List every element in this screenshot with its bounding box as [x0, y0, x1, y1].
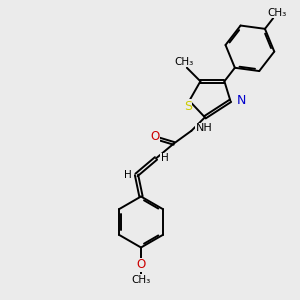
- Text: CH₃: CH₃: [268, 8, 287, 18]
- Text: NH: NH: [196, 123, 213, 134]
- Text: N: N: [237, 94, 246, 107]
- Text: S: S: [184, 100, 192, 113]
- Text: H: H: [124, 170, 132, 180]
- Text: CH₃: CH₃: [131, 275, 151, 285]
- Text: O: O: [136, 258, 146, 272]
- Text: H: H: [160, 153, 168, 164]
- Text: CH₃: CH₃: [174, 57, 194, 67]
- Text: O: O: [151, 130, 160, 143]
